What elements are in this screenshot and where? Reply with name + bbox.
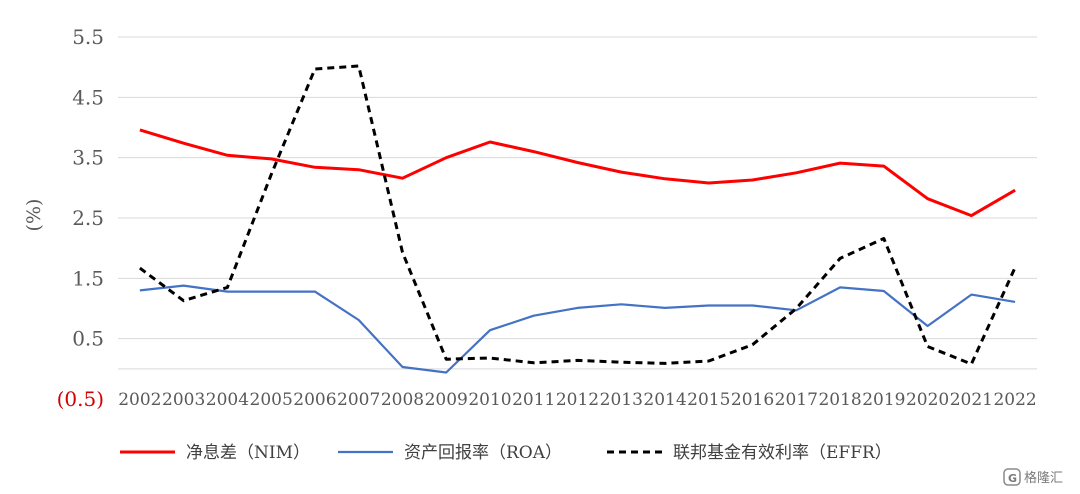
y-tick-label: 4.5 (72, 85, 104, 109)
x-tick-label: 2021 (950, 390, 993, 410)
x-tick-label: 2006 (293, 390, 336, 410)
x-tick-label: 2016 (731, 390, 774, 410)
y-tick-label: 3.5 (72, 146, 104, 170)
x-tick-label: 2017 (775, 390, 818, 410)
x-tick-label: 2009 (425, 390, 468, 410)
legend-label: 资产回报率（ROA） (404, 443, 562, 463)
watermark: G 格隆汇 (1003, 468, 1063, 486)
series-lines (139, 64, 1017, 374)
x-tick-label: 2013 (600, 390, 643, 410)
legend-label: 净息差（NIM） (186, 443, 310, 463)
gridlines (118, 36, 1037, 370)
watermark-text: 格隆汇 (1024, 470, 1063, 486)
x-tick-label: 2018 (818, 390, 861, 410)
x-tick-label: 2022 (993, 390, 1036, 410)
legend-label: 联邦基金有效利率（EFFR） (673, 443, 892, 463)
x-tick-label: 2014 (643, 390, 686, 410)
x-tick-label: 2005 (250, 390, 293, 410)
series-line (139, 128, 1016, 218)
x-tick-label: 2019 (862, 390, 905, 410)
y-axis-ticks: 5.5 4.5 3.5 2.5 1.5 0.5 (0.5) (57, 25, 104, 411)
x-axis-ticks: 2002 2003 2004 2005 2006 2007 2008 2009 2010 2011… (118, 390, 1037, 410)
x-tick-label: 2010 (468, 390, 511, 410)
y-tick-label: 1.5 (72, 266, 104, 290)
series-line (139, 284, 1016, 374)
x-tick-label: 2007 (337, 390, 380, 410)
y-tick-label: 5.5 (72, 25, 104, 49)
x-tick-label: 2004 (206, 390, 249, 410)
x-tick-label: 2003 (162, 390, 205, 410)
g-logo-letter: G (1008, 472, 1017, 485)
y-tick-label: 0.5 (72, 327, 104, 351)
legend: 净息差（NIM） 资产回报率（ROA） 联邦基金有效利率（EFFR） (120, 443, 892, 463)
x-tick-label: 2008 (381, 390, 424, 410)
x-tick-label: 2020 (906, 390, 949, 410)
x-tick-label: 2015 (687, 390, 730, 410)
y-axis-label: (%) (23, 199, 45, 232)
g-logo-icon (1003, 468, 1021, 486)
y-tick-label: 2.5 (72, 206, 104, 230)
y-tick-label: (0.5) (57, 387, 104, 411)
x-tick-label: 2011 (512, 390, 555, 410)
series-line (139, 64, 1017, 366)
x-tick-label: 2002 (118, 390, 161, 410)
x-tick-label: 2012 (556, 390, 599, 410)
